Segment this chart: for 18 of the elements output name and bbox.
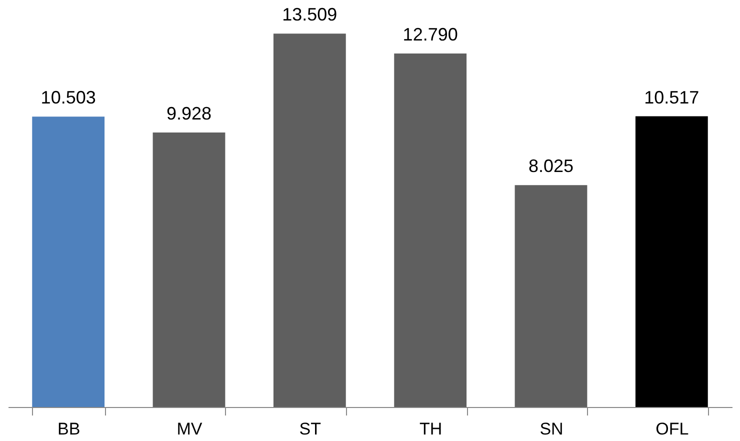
data-label: 10.517 <box>644 87 700 108</box>
x-tick-label: MV <box>176 420 203 438</box>
bar <box>394 53 467 407</box>
bar <box>514 185 588 407</box>
data-label: 12.790 <box>402 24 458 44</box>
bar <box>635 116 708 407</box>
x-tick-label: BB <box>57 420 80 438</box>
bar <box>152 132 226 407</box>
x-tick-label: SN <box>540 420 564 438</box>
bar <box>32 116 105 407</box>
x-tick-label: OFL <box>656 420 689 438</box>
data-label: 9.928 <box>166 104 212 124</box>
data-label: 8.025 <box>528 156 574 176</box>
x-tick-label: ST <box>299 420 322 438</box>
bar <box>273 34 346 407</box>
data-label: 13.509 <box>282 4 338 25</box>
x-tick-label: TH <box>419 420 442 438</box>
data-label: 10.503 <box>40 88 96 108</box>
